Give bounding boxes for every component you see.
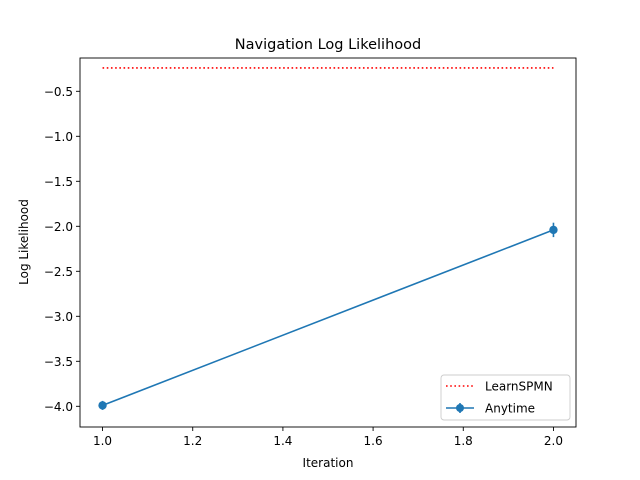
data-point: [549, 225, 558, 235]
axes-frame: [79, 57, 577, 428]
y-tick-label: −2.0: [44, 220, 73, 234]
y-tick-label: −4.0: [44, 400, 73, 414]
chart-title: Navigation Log Likelihood: [235, 37, 421, 53]
legend-label: Anytime: [485, 402, 535, 416]
x-tick-label: 1.2: [183, 434, 202, 448]
legend-label: LearnSPMN: [485, 380, 553, 394]
x-tick-label: 2.0: [544, 434, 563, 448]
x-tick-label: 1.0: [93, 434, 112, 448]
y-tick-label: −3.5: [44, 355, 73, 369]
y-tick-label: −1.0: [44, 130, 73, 144]
plot-background: [80, 58, 576, 427]
series-layer: [98, 67, 558, 410]
x-tick-label: 1.4: [273, 434, 292, 448]
data-point: [98, 401, 107, 410]
x-axis: 1.0 1.2 1.4 1.6 1.8 2.0: [93, 427, 563, 448]
x-tick-label: 1.8: [454, 434, 473, 448]
legend: LearnSPMN Anytime: [440, 374, 571, 421]
x-axis-label: Iteration: [303, 456, 354, 470]
y-axis: −0.5 −1.0 −1.5 −2.0 −2.5 −3.0 −3.5 −4.0: [44, 85, 80, 414]
y-tick-label: −0.5: [44, 85, 73, 99]
y-tick-label: −1.5: [44, 175, 73, 189]
y-tick-label: −3.0: [44, 310, 73, 324]
y-axis-label: Log Likelihood: [17, 199, 31, 285]
legend-marker: [456, 404, 464, 412]
legend-entries: LearnSPMN Anytime: [446, 380, 553, 416]
plot-area: [79, 57, 577, 428]
x-tick-label: 1.6: [364, 434, 383, 448]
y-tick-label: −2.5: [44, 265, 73, 279]
series-line-anytime: [102, 229, 554, 407]
